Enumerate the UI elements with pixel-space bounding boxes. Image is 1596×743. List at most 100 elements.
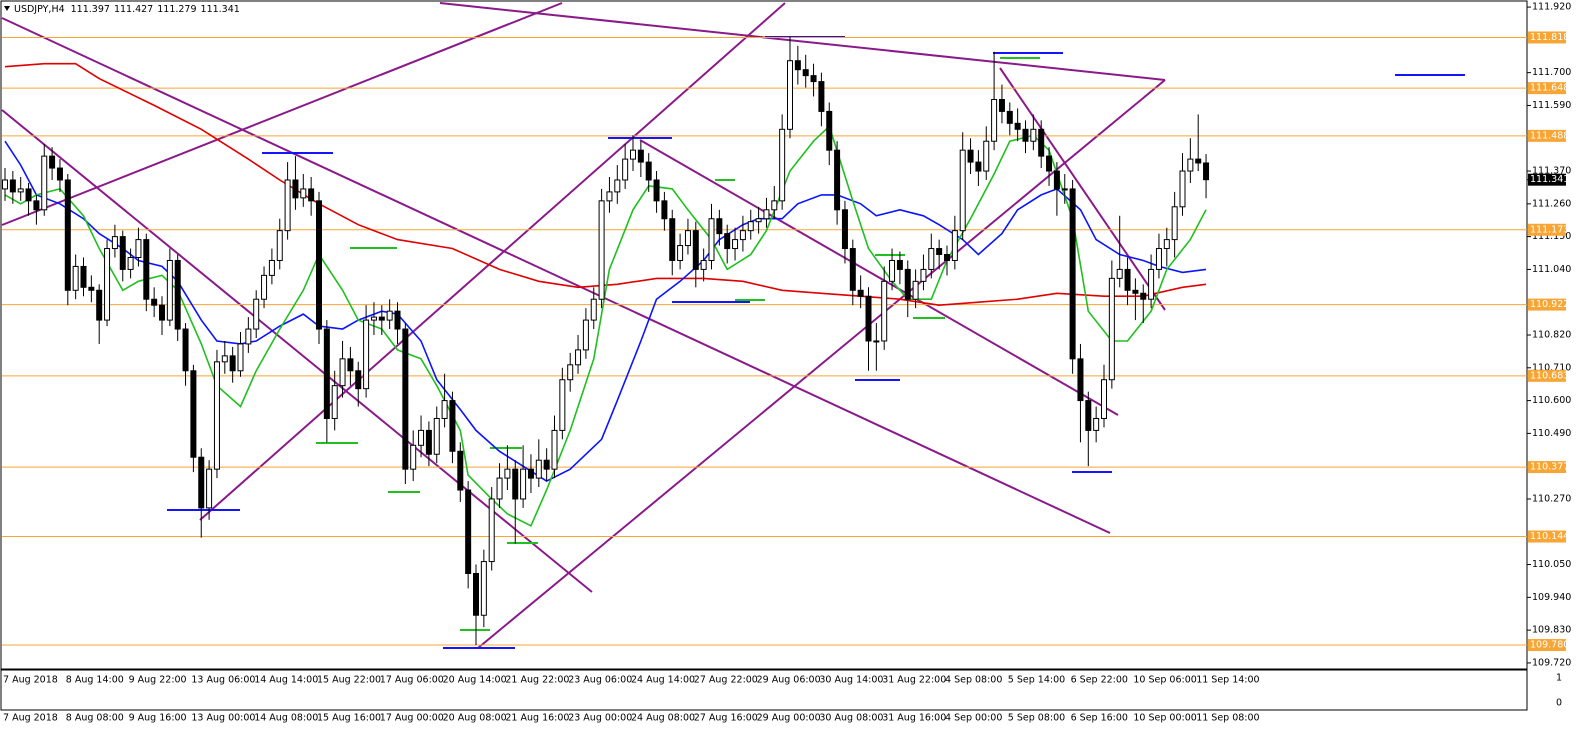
y-tick-label: 111.700 <box>1532 67 1571 78</box>
time-label: 6 Sep 16:00 <box>1071 713 1128 724</box>
candle-body <box>661 200 668 220</box>
candle-body <box>959 149 966 232</box>
header-high: 111.427 <box>114 4 153 15</box>
candle-body <box>881 280 888 342</box>
time-label: 24 Aug 14:00 <box>631 675 695 686</box>
candle-body <box>323 328 330 419</box>
candle-body <box>1163 239 1170 250</box>
time-label: 9 Aug 22:00 <box>129 675 187 686</box>
header-low: 111.279 <box>157 4 196 15</box>
candle-body <box>1203 162 1210 181</box>
candle-body <box>920 268 927 282</box>
time-label: 20 Aug 14:00 <box>443 675 507 686</box>
candle-body <box>551 429 558 470</box>
candle-body <box>716 218 723 235</box>
current-price-bg <box>1528 173 1566 186</box>
candle-body <box>708 218 715 261</box>
y-tick-label: 111.260 <box>1532 198 1571 209</box>
candle-body <box>967 149 974 163</box>
candle-body <box>268 259 275 276</box>
candle-body <box>575 349 582 366</box>
candle-body <box>637 149 644 163</box>
candle-body <box>496 477 503 500</box>
time-label: 9 Aug 16:00 <box>129 713 187 724</box>
candle-body <box>339 358 346 387</box>
time-label: 5 Sep 08:00 <box>1008 713 1065 724</box>
time-label: 31 Aug 22:00 <box>882 675 946 686</box>
time-label: 17 Aug 00:00 <box>380 713 444 724</box>
time-label: 5 Sep 14:00 <box>1008 675 1065 686</box>
level-label: 111.173 <box>1530 224 1569 235</box>
candle-body <box>253 298 260 330</box>
candle-body <box>394 310 401 330</box>
candle-body <box>1155 248 1162 270</box>
candle-body <box>119 236 126 270</box>
candle-body <box>1030 128 1037 142</box>
candle-body <box>1022 128 1029 142</box>
candle-body <box>535 459 542 479</box>
candle-body <box>504 468 511 479</box>
level-label: 110.922 <box>1530 299 1569 310</box>
time-label: 13 Aug 00:00 <box>191 713 255 724</box>
candle-body <box>135 239 142 258</box>
candle-body <box>127 256 134 270</box>
time-label: 21 Aug 22:00 <box>505 675 569 686</box>
candle-body <box>598 200 605 300</box>
y-tick-label: 111.040 <box>1532 264 1571 275</box>
candle-body <box>1046 155 1053 172</box>
candle-body <box>787 60 793 130</box>
candle-body <box>480 561 487 616</box>
y-tick-label: 111.150 <box>1532 231 1571 242</box>
candle-body <box>206 468 213 509</box>
candle-body <box>441 400 448 419</box>
level-label-bg <box>1528 129 1566 142</box>
candle-body <box>700 259 707 270</box>
candle-body <box>527 468 534 479</box>
time-label: 20 Aug 08:00 <box>443 713 507 724</box>
candle-body <box>465 489 472 574</box>
level-label-bg <box>1528 530 1566 543</box>
candle-body <box>1101 379 1107 419</box>
candle-body <box>363 319 370 390</box>
candle-body <box>1038 128 1045 157</box>
candle-body <box>347 358 354 372</box>
candle-body <box>284 179 291 232</box>
y-tick-label: 109.830 <box>1532 625 1571 636</box>
candle-body <box>630 149 636 160</box>
candle-body <box>520 468 527 500</box>
trend-line <box>1 2 563 226</box>
candle-body <box>300 188 307 199</box>
candle-body <box>221 355 228 363</box>
time-label: 7 Aug 2018 <box>3 713 58 724</box>
candle-body <box>614 179 621 193</box>
sub-scale-label: 1 <box>1556 673 1562 684</box>
candle-body <box>159 304 165 321</box>
candle-body <box>991 98 998 142</box>
candle-body <box>355 370 362 390</box>
candle-body <box>198 456 205 509</box>
candle-body <box>771 200 778 211</box>
menu-arrow[interactable] <box>4 6 10 11</box>
candle-body <box>826 110 833 151</box>
candle-body <box>975 161 982 172</box>
time-label: 14 Aug 08:00 <box>254 713 318 724</box>
candle-body <box>1006 110 1013 124</box>
candle-body <box>425 429 432 455</box>
candle-body <box>25 188 32 202</box>
candle-body <box>928 248 935 270</box>
candle-body <box>1132 289 1139 294</box>
sub-pane <box>0 669 1528 711</box>
candle-body <box>151 298 158 306</box>
time-label: 10 Sep 00:00 <box>1133 713 1196 724</box>
candle-body <box>763 209 770 220</box>
level-label-bg <box>1528 639 1566 652</box>
candle-body <box>732 239 739 250</box>
time-label: 8 Aug 08:00 <box>66 713 124 724</box>
candle-body <box>873 340 880 343</box>
candle-body <box>1108 277 1115 381</box>
moving-average <box>4 140 1207 483</box>
candle-body <box>72 265 79 291</box>
candle-body <box>449 400 456 452</box>
time-label: 24 Aug 08:00 <box>631 713 695 724</box>
